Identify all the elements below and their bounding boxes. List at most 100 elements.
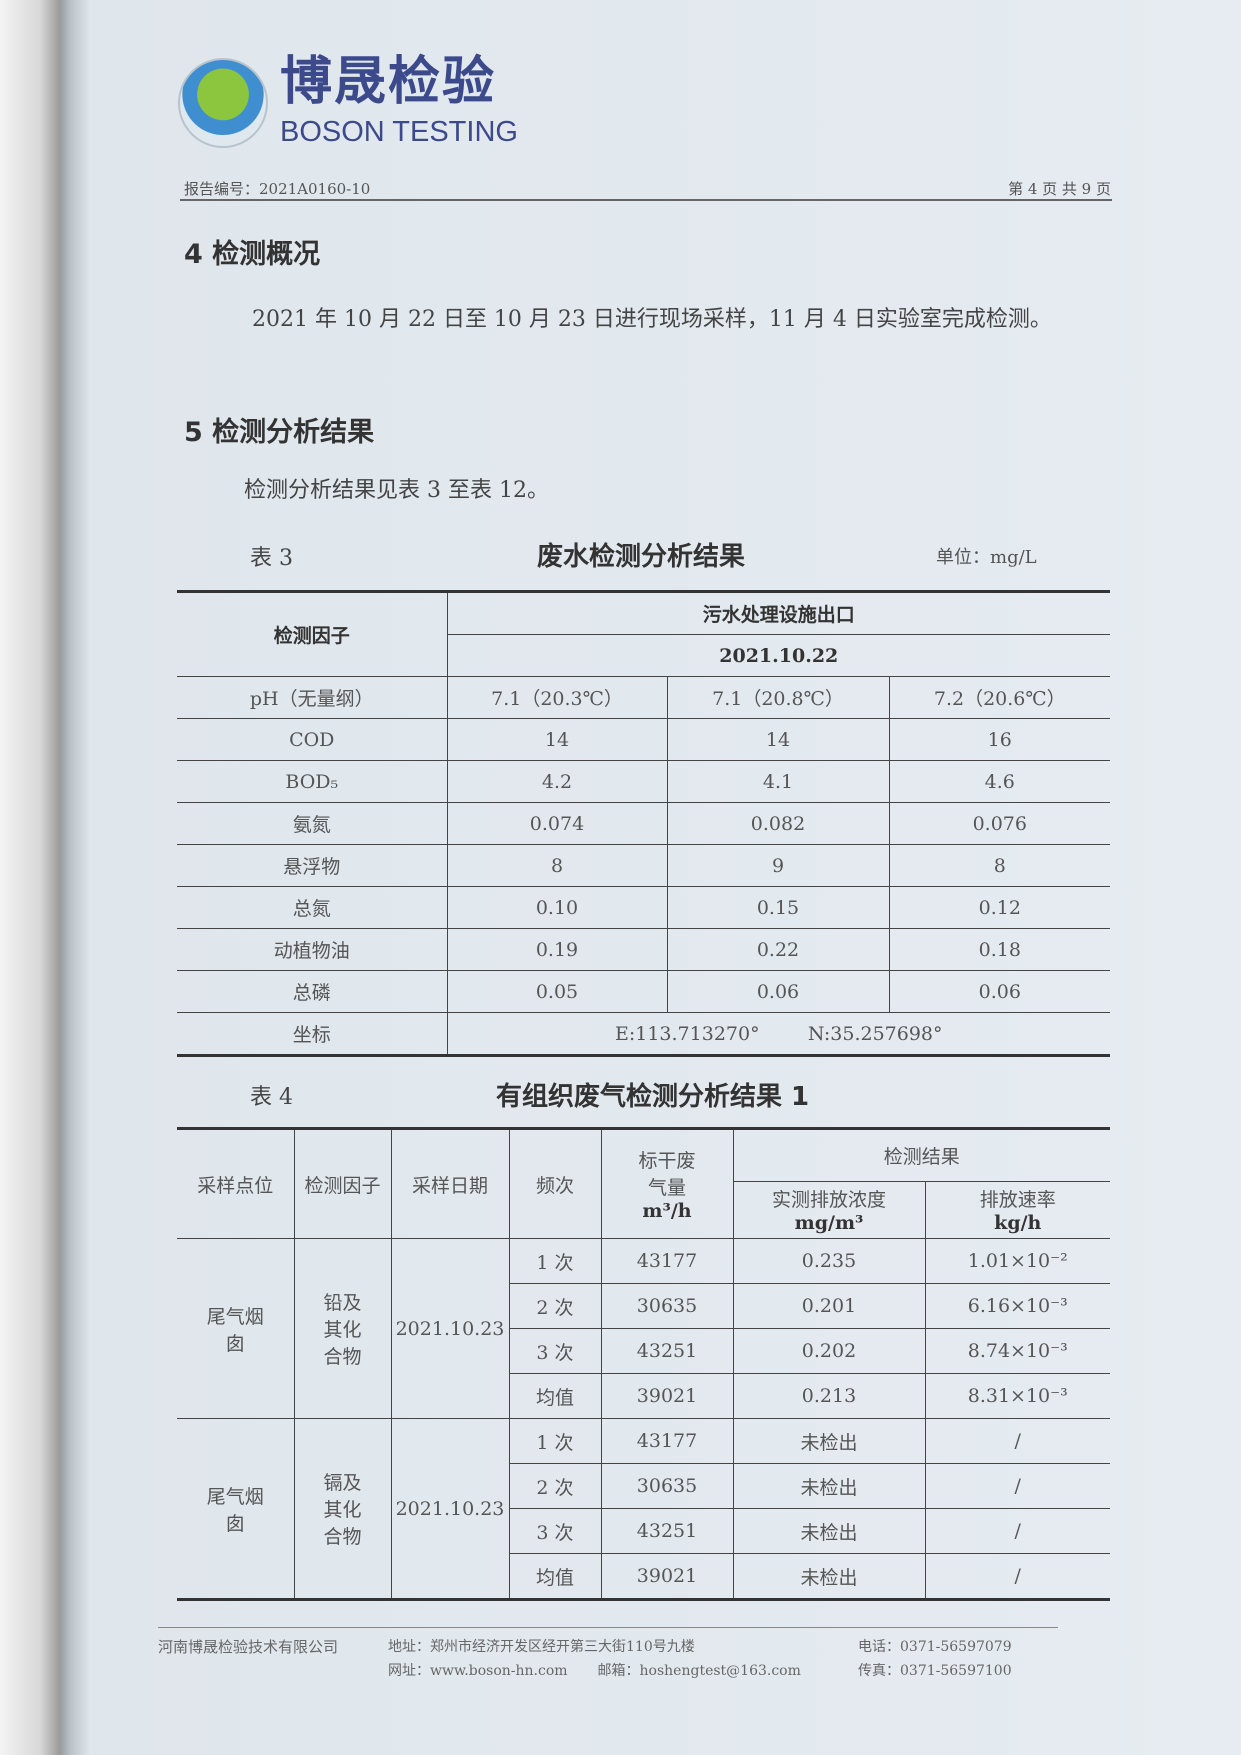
factor-cell: 铅及其化合物 [293, 1238, 392, 1419]
header-date: 2021.10.22 [447, 634, 1111, 677]
flow-label: 标干废气量 [638, 1150, 696, 1199]
value-cell: / [924, 1508, 1111, 1554]
value-cell: 0.19 [446, 928, 668, 971]
value-cell: / [924, 1418, 1111, 1464]
rate-label: 排放速率 [979, 1189, 1056, 1212]
coord-n: N:35.257698° [807, 1022, 943, 1045]
header-date: 采样日期 [390, 1128, 510, 1239]
footer-rule [158, 1627, 1058, 1628]
factor-cell: 氨氮 [177, 802, 448, 845]
value-cell: 未检出 [732, 1553, 926, 1600]
section-4-text: 2021 年 10 月 22 日至 10 月 23 日进行现场采样，11 月 4… [252, 307, 1052, 332]
value-cell: 3 次 [509, 1328, 602, 1374]
rate-unit: kg/h [994, 1212, 1042, 1235]
value-cell: 0.082 [666, 802, 890, 845]
value-cell: 30635 [600, 1463, 734, 1509]
factor-cell: COD [177, 718, 448, 761]
value-cell: 未检出 [732, 1418, 926, 1464]
value-cell: 0.201 [732, 1283, 926, 1329]
factor-cell: pH（无量纲） [177, 676, 448, 719]
date-cell: 2021.10.23 [390, 1418, 510, 1600]
value-cell: 7.1（20.8℃） [666, 676, 890, 719]
value-cell: 30635 [600, 1283, 734, 1329]
value-cell: 43251 [600, 1328, 734, 1374]
value-cell: 43251 [600, 1508, 734, 1554]
factor-cell: BOD₅ [177, 760, 448, 803]
factor-cell: 镉及其化合物 [293, 1418, 392, 1600]
header-result: 检测结果 [732, 1128, 1111, 1182]
table-row: 均值 39021 未检出 / [177, 1553, 1111, 1600]
factor-cell: 总磷 [177, 970, 448, 1013]
value-cell: 2 次 [509, 1463, 602, 1509]
value-cell: 14 [446, 718, 668, 761]
logo-en: BOSON TESTING [280, 116, 518, 148]
value-cell: 9 [666, 844, 890, 887]
table-row: 2 次 30635 未检出 / [177, 1463, 1111, 1509]
value-cell: / [924, 1553, 1111, 1600]
value-cell: 0.076 [888, 802, 1111, 845]
header-factor: 检测因子 [293, 1128, 392, 1239]
value-cell: 0.05 [446, 970, 668, 1013]
value-cell: / [924, 1463, 1111, 1509]
value-cell: 0.22 [666, 928, 890, 971]
value-cell: 未检出 [732, 1463, 926, 1509]
value-cell: 39021 [600, 1553, 734, 1600]
table-row: 尾气烟囱 镉及其化合物 2021.10.23 1 次 43177 未检出 / [177, 1418, 1111, 1600]
conc-unit: mg/m³ [794, 1212, 864, 1235]
value-cell: 0.12 [888, 886, 1111, 929]
table-row: 坐标 E:113.713270° N:35.257698° [177, 1012, 1111, 1056]
value-cell: 0.06 [888, 970, 1111, 1013]
report-number: 报告编号：2021A0160-10 [184, 180, 371, 198]
factor-cell: 动植物油 [177, 928, 448, 971]
footer: 河南博晟检验技术有限公司 地址：郑州市经济开发区经开第三大街110号九楼 电话：… [158, 1638, 1118, 1680]
value-cell: 7.2（20.6℃） [888, 676, 1111, 719]
coord-e: E:113.713270° [614, 1022, 760, 1045]
header-freq: 频次 [508, 1128, 602, 1239]
value-cell: 0.06 [666, 970, 890, 1013]
factor-cell: 悬浮物 [177, 844, 448, 887]
coord-value: E:113.713270° N:35.257698° [446, 1012, 1111, 1056]
header-rate: 排放速率 kg/h [924, 1180, 1111, 1240]
footer-web: 网址：www.boson-hn.com [388, 1663, 568, 1679]
value-cell: 8 [888, 844, 1111, 887]
value-cell: 14 [666, 718, 890, 761]
value-cell: 均值 [509, 1553, 602, 1600]
value-cell: 7.1（20.3℃） [446, 676, 668, 719]
value-cell: 43177 [600, 1418, 734, 1464]
value-cell: 4.1 [666, 760, 890, 803]
header-flow: 标干废气量 m³/h [600, 1128, 734, 1239]
flow-unit: m³/h [642, 1200, 692, 1222]
section-4-title: 4 检测概况 [184, 239, 321, 270]
value-cell: 0.213 [732, 1373, 926, 1419]
section-5-text: 检测分析结果见表 3 至表 12。 [244, 478, 549, 503]
value-cell: 0.202 [732, 1328, 926, 1374]
header-site: 采样点位 [177, 1128, 295, 1239]
value-cell: 43177 [600, 1238, 734, 1284]
logo-cn: 博晟检验 [280, 52, 497, 112]
value-cell: 2 次 [509, 1283, 602, 1329]
date-cell: 2021.10.23 [390, 1238, 510, 1419]
footer-web-email: 网址：www.boson-hn.com 邮箱：hoshengtest@163.c… [388, 1662, 858, 1680]
table-row: 3 次 43251 未检出 / [177, 1508, 1111, 1554]
value-cell: 39021 [600, 1373, 734, 1419]
table-row: 氨氮 0.074 0.082 0.076 [177, 802, 1111, 845]
logo-emblem [178, 58, 268, 148]
value-cell: 未检出 [732, 1508, 926, 1554]
value-cell: 0.235 [732, 1238, 926, 1284]
value-cell: 8.31×10⁻³ [924, 1373, 1111, 1419]
site-cell: 尾气烟囱 [177, 1418, 295, 1600]
table3-label: 表 3 [250, 546, 293, 571]
page-number: 第 4 页 共 9 页 [1008, 180, 1111, 198]
table-row: pH（无量纲） 7.1（20.3℃） 7.1（20.8℃） 7.2（20.6℃） [177, 676, 1111, 719]
value-cell: 16 [888, 718, 1111, 761]
header-conc: 实测排放浓度 mg/m³ [733, 1180, 926, 1240]
table-row: BOD₅ 4.2 4.1 4.6 [177, 760, 1111, 803]
factor-cell: 总氮 [177, 886, 448, 929]
value-cell: 0.10 [446, 886, 668, 929]
table4-label: 表 4 [250, 1085, 293, 1110]
table-row: 总氮 0.10 0.15 0.12 [177, 886, 1111, 929]
section-5-title: 5 检测分析结果 [184, 417, 375, 448]
table-row: 尾气烟囱 铅及其化合物 2021.10.23 1 次 43177 0.235 1.01×10… [177, 1238, 1111, 1419]
table3-title: 废水检测分析结果 [537, 542, 746, 572]
value-cell: 1 次 [508, 1238, 602, 1284]
